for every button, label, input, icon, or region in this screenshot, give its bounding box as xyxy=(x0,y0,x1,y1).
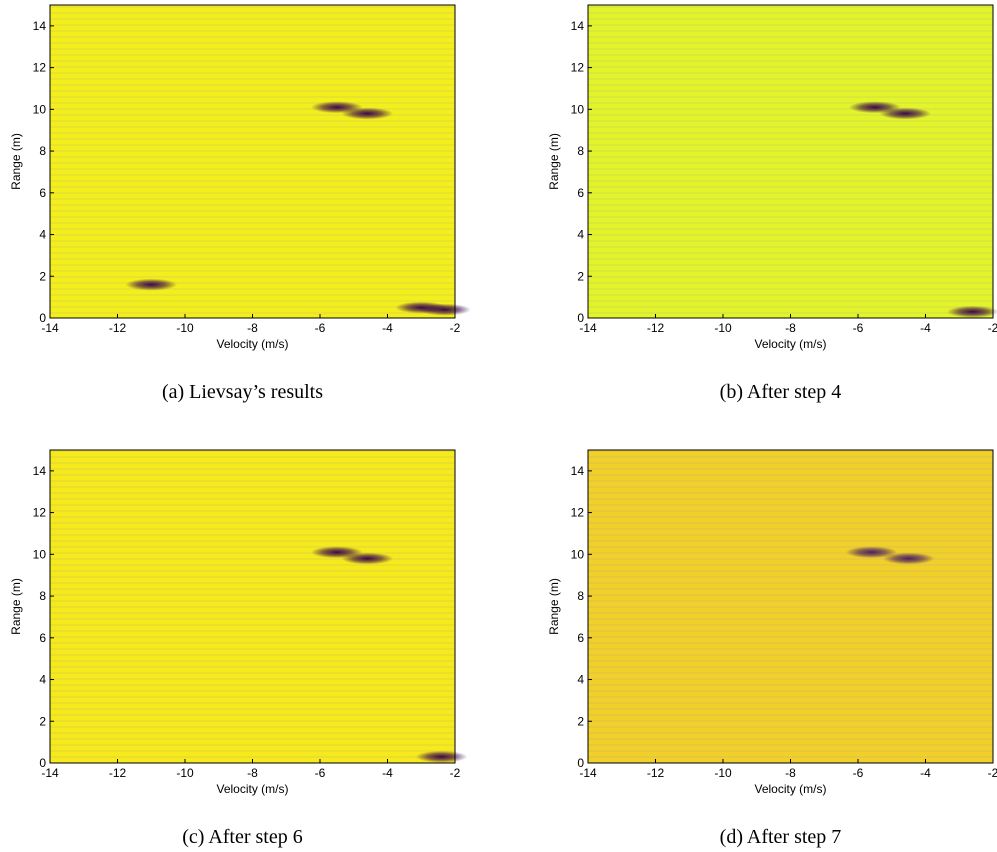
intensity-peak xyxy=(125,278,178,291)
x-tick-label: -4 xyxy=(382,321,393,335)
y-tick-label: 14 xyxy=(33,464,47,478)
x-tick-label: -6 xyxy=(853,766,864,780)
heatmap-texture xyxy=(50,450,455,763)
y-axis-label: Range (m) xyxy=(547,578,561,635)
y-tick-label: 12 xyxy=(571,506,585,520)
x-tick-label: -14 xyxy=(579,766,597,780)
y-tick-label: 6 xyxy=(39,186,46,200)
y-tick-label: 6 xyxy=(577,186,584,200)
y-tick-label: 10 xyxy=(33,547,47,561)
x-tick-label: -10 xyxy=(176,766,194,780)
intensity-peak xyxy=(418,303,471,316)
x-tick-label: -4 xyxy=(382,766,393,780)
x-tick-label: -2 xyxy=(450,766,461,780)
y-tick-label: 8 xyxy=(577,144,584,158)
y-tick-label: 2 xyxy=(39,714,46,728)
x-tick-label: -4 xyxy=(920,766,931,780)
x-tick-label: -10 xyxy=(176,321,194,335)
y-tick-label: 2 xyxy=(577,714,584,728)
y-tick-label: 0 xyxy=(577,311,584,325)
x-tick-label: -6 xyxy=(315,766,326,780)
y-tick-label: 14 xyxy=(571,464,585,478)
x-tick-label: -12 xyxy=(109,766,127,780)
x-axis-label: Velocity (m/s) xyxy=(754,337,826,351)
x-tick-label: -12 xyxy=(109,321,127,335)
intensity-peak xyxy=(341,552,394,565)
y-axis-label: Range (m) xyxy=(9,578,23,635)
y-tick-label: 10 xyxy=(33,102,47,116)
intensity-peak xyxy=(341,107,394,120)
y-tick-label: 6 xyxy=(39,631,46,645)
x-tick-label: -2 xyxy=(988,321,997,335)
subfigure-caption: (a) Lievsay’s results xyxy=(162,381,323,403)
y-tick-label: 0 xyxy=(39,311,46,325)
x-tick-label: -8 xyxy=(247,766,258,780)
intensity-peak xyxy=(845,546,898,559)
y-tick-label: 12 xyxy=(33,506,47,520)
panel: -14 -12 -10 -8 -6 -4 -2 0 2 4 6 8 10 12 14 Velocity (m/… xyxy=(547,449,997,848)
y-tick-label: 2 xyxy=(39,269,46,283)
x-tick-label: -10 xyxy=(714,766,732,780)
x-tick-label: -8 xyxy=(247,321,258,335)
x-tick-label: -8 xyxy=(785,766,796,780)
x-tick-label: -2 xyxy=(988,766,997,780)
y-axis-label: Range (m) xyxy=(9,133,23,190)
x-tick-label: -2 xyxy=(450,321,461,335)
x-tick-label: -10 xyxy=(714,321,732,335)
heatmap-texture xyxy=(588,450,993,763)
x-tick-label: -12 xyxy=(647,766,665,780)
y-tick-label: 8 xyxy=(577,589,584,603)
y-tick-label: 8 xyxy=(39,589,46,603)
x-tick-label: -8 xyxy=(785,321,796,335)
y-tick-label: 12 xyxy=(571,61,585,75)
y-tick-label: 10 xyxy=(571,547,585,561)
heatmap-texture xyxy=(50,5,455,318)
y-tick-label: 4 xyxy=(39,673,46,687)
y-tick-label: 4 xyxy=(577,228,584,242)
x-tick-label: -4 xyxy=(920,321,931,335)
y-tick-label: 0 xyxy=(39,756,46,770)
x-tick-label: -6 xyxy=(853,321,864,335)
x-axis-label: Velocity (m/s) xyxy=(216,337,288,351)
y-tick-label: 2 xyxy=(577,269,584,283)
subfigure-caption: (c) After step 6 xyxy=(182,826,303,848)
y-tick-label: 8 xyxy=(39,144,46,158)
y-tick-label: 12 xyxy=(33,61,47,75)
intensity-peak xyxy=(879,107,932,120)
intensity-peak xyxy=(415,750,468,763)
y-tick-label: 4 xyxy=(577,673,584,687)
subfigure-caption: (b) After step 4 xyxy=(720,381,842,403)
y-tick-label: 4 xyxy=(39,228,46,242)
x-axis-label: Velocity (m/s) xyxy=(754,782,826,796)
y-tick-label: 0 xyxy=(577,756,584,770)
y-tick-label: 6 xyxy=(577,631,584,645)
panel: -14 -12 -10 -8 -6 -4 -2 0 2 4 6 8 10 12 14 Velocity (m/… xyxy=(9,449,468,848)
x-tick-label: -14 xyxy=(579,321,597,335)
panel: -14 -12 -10 -8 -6 -4 -2 0 2 4 6 8 10 12 14 Velocity (m/… xyxy=(9,4,471,403)
y-tick-label: 10 xyxy=(571,102,585,116)
intensity-peak xyxy=(882,552,935,565)
y-tick-label: 14 xyxy=(571,19,585,33)
x-axis-label: Velocity (m/s) xyxy=(216,782,288,796)
intensity-peak xyxy=(946,305,997,318)
subfigure-caption: (d) After step 7 xyxy=(720,826,842,848)
y-tick-label: 14 xyxy=(33,19,47,33)
x-tick-label: -12 xyxy=(647,321,665,335)
y-axis-label: Range (m) xyxy=(547,133,561,190)
x-tick-label: -14 xyxy=(41,321,59,335)
x-tick-label: -6 xyxy=(315,321,326,335)
panel: -14 -12 -10 -8 -6 -4 -2 0 2 4 6 8 10 12 14 Velocity (m/… xyxy=(547,4,997,403)
heatmap-texture xyxy=(588,5,993,318)
x-tick-label: -14 xyxy=(41,766,59,780)
